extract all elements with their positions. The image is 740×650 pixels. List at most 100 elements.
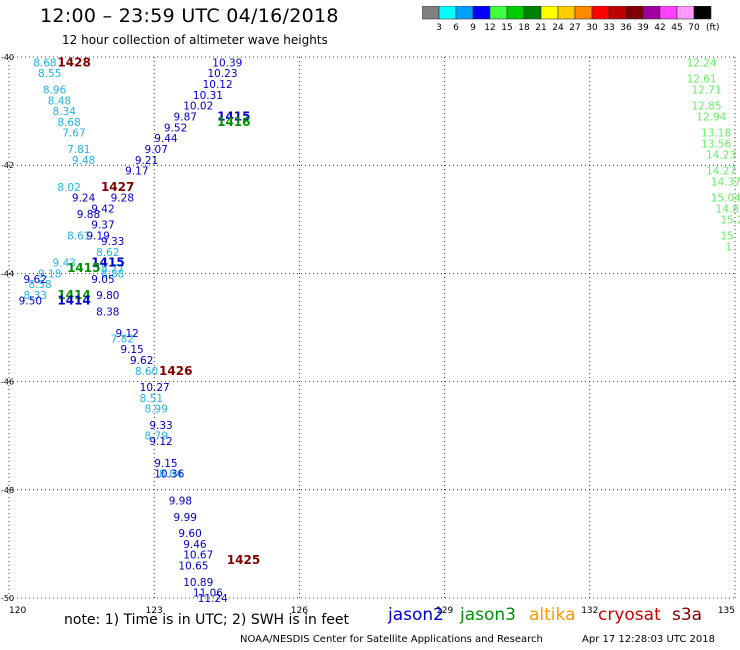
legend-tick: 6 bbox=[453, 23, 459, 33]
color-scale-legend: 3 6 9 12 15 18 21 24 27 30 33 36 39 42 45 70 (ft) bbox=[422, 6, 720, 33]
wave-height-label-jason2: 9.33 bbox=[101, 236, 124, 248]
y-tick-label: -42 bbox=[1, 161, 14, 170]
x-tick-label: 120 bbox=[9, 606, 26, 616]
y-tick-label: -48 bbox=[1, 486, 14, 495]
wave-height-label-cryosat: 13.18 bbox=[701, 128, 731, 140]
footer-note: note: 1) Time is in UTC; 2) SWH is in fe… bbox=[64, 612, 350, 628]
wave-height-label-jason2: 10.27 bbox=[140, 382, 170, 394]
wave-height-label-jason2: 10.02 bbox=[183, 101, 213, 113]
wave-height-label-s3a: 8.79 bbox=[145, 431, 168, 443]
footer-credit: NOAA/NESDIS Center for Satellite Applica… bbox=[240, 634, 543, 645]
wave-height-label-cryosat: 14.37 bbox=[711, 176, 740, 188]
y-tick-label: -44 bbox=[1, 269, 14, 278]
pass-time-label: 1425 bbox=[227, 553, 260, 567]
wave-height-label-jason2: 10.89 bbox=[183, 577, 213, 589]
x-tick-label: 126 bbox=[291, 606, 308, 616]
legend-jason3: jason3 bbox=[460, 605, 516, 625]
wave-height-label-cryosat: 14.27 bbox=[706, 166, 736, 178]
legend-unit: (ft) bbox=[706, 23, 720, 33]
pass-time-label: 1426 bbox=[159, 364, 192, 378]
wave-height-label-jason2: 9.87 bbox=[174, 112, 197, 124]
y-tick-label: -50 bbox=[1, 594, 14, 603]
wave-height-label-jason2: 9.52 bbox=[164, 122, 187, 134]
wave-height-label-s3a: 7.81 bbox=[67, 144, 90, 156]
legend-altika: altika bbox=[529, 605, 576, 625]
wave-height-label-jason2: 10.39 bbox=[212, 57, 242, 69]
wave-height-label-s3a: 8.68 bbox=[57, 117, 80, 129]
wave-height-label-cryosat: 13.56 bbox=[701, 139, 731, 151]
wave-height-label-jason2: 9.50 bbox=[19, 295, 42, 307]
wave-height-label-cryosat: 14.23 bbox=[706, 149, 736, 161]
x-tick-label: 129 bbox=[436, 606, 453, 616]
wave-height-label-jason2: 9.12 bbox=[115, 328, 138, 340]
wave-height-label-s3a: 8.88 bbox=[101, 268, 124, 280]
legend-tick: 9 bbox=[470, 23, 476, 33]
wave-height-label-jason2: 9.44 bbox=[154, 133, 178, 145]
legend-tick: 36 bbox=[620, 23, 632, 33]
wave-height-label-cryosat: 1 bbox=[725, 241, 732, 253]
chart-title: 12:00 – 23:59 UTC 04/16/2018 bbox=[40, 5, 339, 27]
pass-time-label: 1414 bbox=[57, 288, 90, 302]
legend-tick: 70 bbox=[688, 23, 700, 33]
wave-height-label-jason2: 10.65 bbox=[178, 561, 208, 573]
wave-height-label-cryosat: 12.71 bbox=[691, 84, 721, 96]
wave-height-label-cryosat: 12.24 bbox=[687, 57, 717, 69]
pass-time-label: 1415 bbox=[67, 261, 100, 275]
legend-tick: 15 bbox=[501, 23, 512, 33]
wave-height-label-jason2: 9.37 bbox=[91, 220, 114, 232]
pass-time-label: 1428 bbox=[57, 55, 90, 69]
wave-height-label-cryosat: 15.2 bbox=[720, 214, 740, 226]
legend-s3a: s3a bbox=[672, 605, 703, 625]
wave-height-label-jason2: 9.62 bbox=[130, 355, 153, 367]
wave-height-label-s3a: 8.68 bbox=[33, 57, 56, 69]
legend-tick: 24 bbox=[552, 23, 564, 33]
wave-height-label-jason2: 10.12 bbox=[203, 79, 233, 91]
x-tick-label: 135 bbox=[718, 606, 735, 616]
wave-height-label-jason2: 11.06 bbox=[193, 588, 223, 600]
wave-height-label-jason2: 9.88 bbox=[77, 209, 100, 221]
pass-time-label: 1427 bbox=[101, 180, 134, 194]
legend-tick: 18 bbox=[518, 23, 530, 33]
wave-height-label-s3a: 7.67 bbox=[62, 128, 85, 140]
wave-height-label-jason2: 9.33 bbox=[149, 420, 172, 432]
wave-height-label-jason2: 9.46 bbox=[183, 539, 207, 551]
wave-height-label-s3a: 8.55 bbox=[38, 68, 61, 80]
legend-tick: 21 bbox=[535, 23, 546, 33]
footer-timestamp: Apr 17 12:28:03 UTC 2018 bbox=[582, 634, 715, 645]
chart-subtitle: 12 hour collection of altimeter wave hei… bbox=[62, 33, 328, 47]
legend-tick: 3 bbox=[436, 23, 442, 33]
legend-tick: 45 bbox=[671, 23, 682, 33]
legend-swatch bbox=[693, 6, 712, 20]
x-tick-label: 132 bbox=[581, 606, 598, 616]
wave-height-label-jason2: 10.31 bbox=[193, 90, 223, 102]
legend-tick: 27 bbox=[569, 23, 580, 33]
wave-height-label-s3a: 8.33 bbox=[24, 290, 47, 302]
wave-height-label-cryosat: 12.94 bbox=[696, 112, 726, 124]
wave-height-label-s3a: 7.82 bbox=[111, 333, 134, 345]
wave-height-label-s3a: 8.51 bbox=[140, 393, 163, 405]
wave-height-label-jason2: 9.19 bbox=[86, 231, 109, 243]
wave-height-label-jason2: 9.80 bbox=[96, 290, 119, 302]
wave-height-label-jason2: 9.62 bbox=[24, 274, 47, 286]
wave-height-label-s3a: 8.34 bbox=[53, 106, 77, 118]
wave-height-label-cryosat: 12.85 bbox=[691, 101, 721, 113]
wave-height-label-s3a: 9.43 bbox=[53, 258, 76, 270]
wave-height-label-jason2: 9.99 bbox=[174, 512, 197, 524]
wave-height-label-jason2: 9.07 bbox=[145, 144, 168, 156]
wave-height-label-cryosat: 15 bbox=[720, 231, 733, 243]
legend-tick: 33 bbox=[603, 23, 614, 33]
wave-height-label-jason2: 9.12 bbox=[149, 436, 172, 448]
x-tick-label: 123 bbox=[146, 606, 163, 616]
wave-height-label-jason2: 8.38 bbox=[96, 306, 119, 318]
wave-height-label-jason2: 9.05 bbox=[91, 274, 114, 286]
wave-height-label-s3a: 8.99 bbox=[145, 404, 168, 416]
y-tick-label: -46 bbox=[1, 378, 14, 387]
wave-height-label-s3a: 8.84 bbox=[159, 469, 183, 481]
wave-height-label-jason2: 9.28 bbox=[111, 193, 134, 205]
wave-height-label-s3a: 8.61 bbox=[67, 231, 90, 243]
wave-height-label-jason2: 10.23 bbox=[207, 68, 237, 80]
wave-height-label-jason2: 9.21 bbox=[135, 155, 158, 167]
wave-height-label-jason2: 9.98 bbox=[169, 496, 192, 508]
